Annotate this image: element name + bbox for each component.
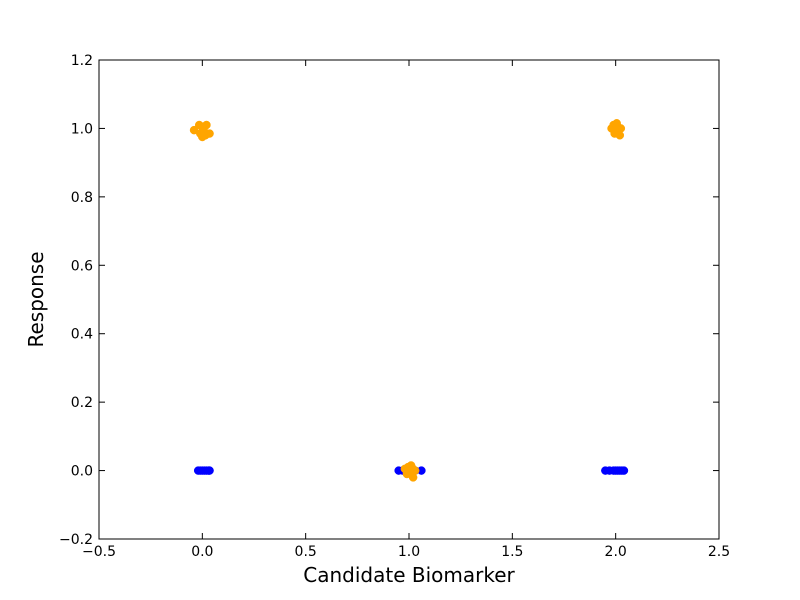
x-tick-label: 2.5 <box>708 544 730 560</box>
y-tick-label: 1.2 <box>71 53 93 69</box>
orange-data-point <box>198 122 207 131</box>
y-tick-label: 0.4 <box>71 327 93 343</box>
x-tick-label: 0.5 <box>295 544 317 560</box>
x-tick-label: 1.0 <box>398 544 420 560</box>
ticks-layer: −0.5 0.0 0.5 1.0 1.5 2.0 2.5 −0.2 0.0 0.2 0.4 0.6 0.… <box>59 53 730 560</box>
x-axis-title: Candidate Biomarker <box>303 563 515 587</box>
blue-data-point <box>619 466 629 475</box>
orange-data-point <box>407 463 417 473</box>
plot-frame <box>98 59 720 540</box>
points-layer <box>189 119 629 482</box>
y-tick-label: 0.0 <box>71 464 93 480</box>
y-tick-label: 0.2 <box>71 395 93 411</box>
x-tick-label: 1.5 <box>501 544 523 560</box>
y-axis-title: Response <box>24 251 48 347</box>
y-tick-label: −0.2 <box>59 532 93 548</box>
orange-data-point <box>611 124 620 133</box>
blue-data-point <box>205 466 214 475</box>
orange-data-point <box>205 129 214 138</box>
x-tick-label: −0.5 <box>82 544 116 560</box>
y-tick-label: 0.6 <box>71 258 93 274</box>
x-tick-label: 2.0 <box>605 544 627 560</box>
y-tick-label: 1.0 <box>71 121 93 137</box>
y-tick-label: 0.8 <box>71 190 93 206</box>
x-tick-label: 0.0 <box>191 544 213 560</box>
